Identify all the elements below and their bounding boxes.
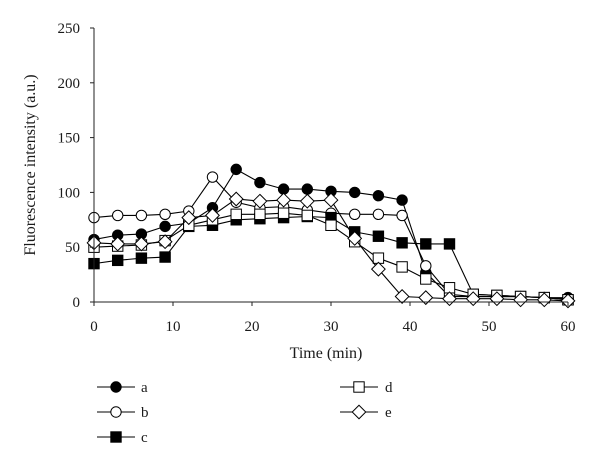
data-point [396,194,408,206]
legend: abc de [97,380,393,446]
data-point [370,261,386,277]
data-point [205,207,220,223]
data-point [228,191,244,207]
data-point [254,208,266,221]
data-point [349,186,361,199]
axes: 0 50 100 150 200 250 0 10 20 30 40 50 60 [58,21,576,335]
plot-area [86,163,576,309]
data-point [159,208,171,221]
y-tick-label: 50 [65,240,80,256]
data-point [277,207,290,219]
data-point [347,230,363,246]
legend-item-d: d [340,380,393,396]
data-point [372,230,385,242]
y-tick-label: 100 [58,185,81,201]
legend-item-b: b [97,405,149,421]
data-point [135,209,148,222]
x-tick-label: 30 [324,319,339,335]
x-tick-label: 0 [90,319,98,335]
y-tick-label: 0 [73,295,81,311]
data-point [349,208,361,221]
data-point [351,404,367,420]
data-point [536,292,552,308]
y-tick-label: 250 [58,21,81,37]
data-point [513,292,529,308]
data-point [206,171,219,183]
legend-label: c [141,430,148,446]
data-point [418,290,434,306]
data-point [396,261,408,273]
data-point [254,176,266,189]
data-point [230,163,242,176]
data-point [301,183,313,195]
data-point [181,210,197,226]
legend-item-e: e [340,404,392,421]
x-tick-label: 10 [166,319,181,335]
data-point [396,237,408,249]
data-point [560,293,576,309]
data-point [276,192,292,208]
legend-label: d [385,380,393,396]
legend-item-c: c [97,430,148,446]
data-point [230,208,242,221]
data-point [420,260,432,272]
data-point [325,219,337,231]
x-tick-label: 40 [403,319,418,335]
data-point [394,289,410,304]
y-axis-title: Fluorescence intensity (a.u.) [22,74,39,255]
data-point [301,209,314,222]
legend-label: e [385,405,392,421]
data-point [112,254,124,267]
data-point [353,381,365,393]
data-point [323,192,339,208]
x-axis-title: Time (min) [290,345,363,362]
data-point [420,238,432,250]
data-point [372,208,385,221]
data-point [112,209,124,222]
x-tick-label: 50 [482,319,497,335]
data-point [372,189,385,202]
data-point [110,236,126,252]
data-point [110,431,122,443]
data-point [159,251,171,263]
legend-label: b [141,405,149,421]
y-tick-label: 150 [58,131,81,147]
data-point [159,220,171,233]
data-point [157,234,173,250]
x-tick-label: 20 [245,319,260,335]
x-tick-label: 60 [561,319,576,335]
data-point [299,193,315,209]
data-point [396,209,408,222]
data-point [443,238,456,250]
y-tick-label: 200 [58,76,81,92]
legend-item-a: a [97,380,148,396]
data-point [135,252,148,264]
legend-label: a [141,380,148,396]
data-point [133,236,149,252]
data-point [110,406,122,418]
series-a [88,163,574,304]
data-point [252,193,268,209]
data-point [420,273,432,285]
data-point [110,381,122,393]
